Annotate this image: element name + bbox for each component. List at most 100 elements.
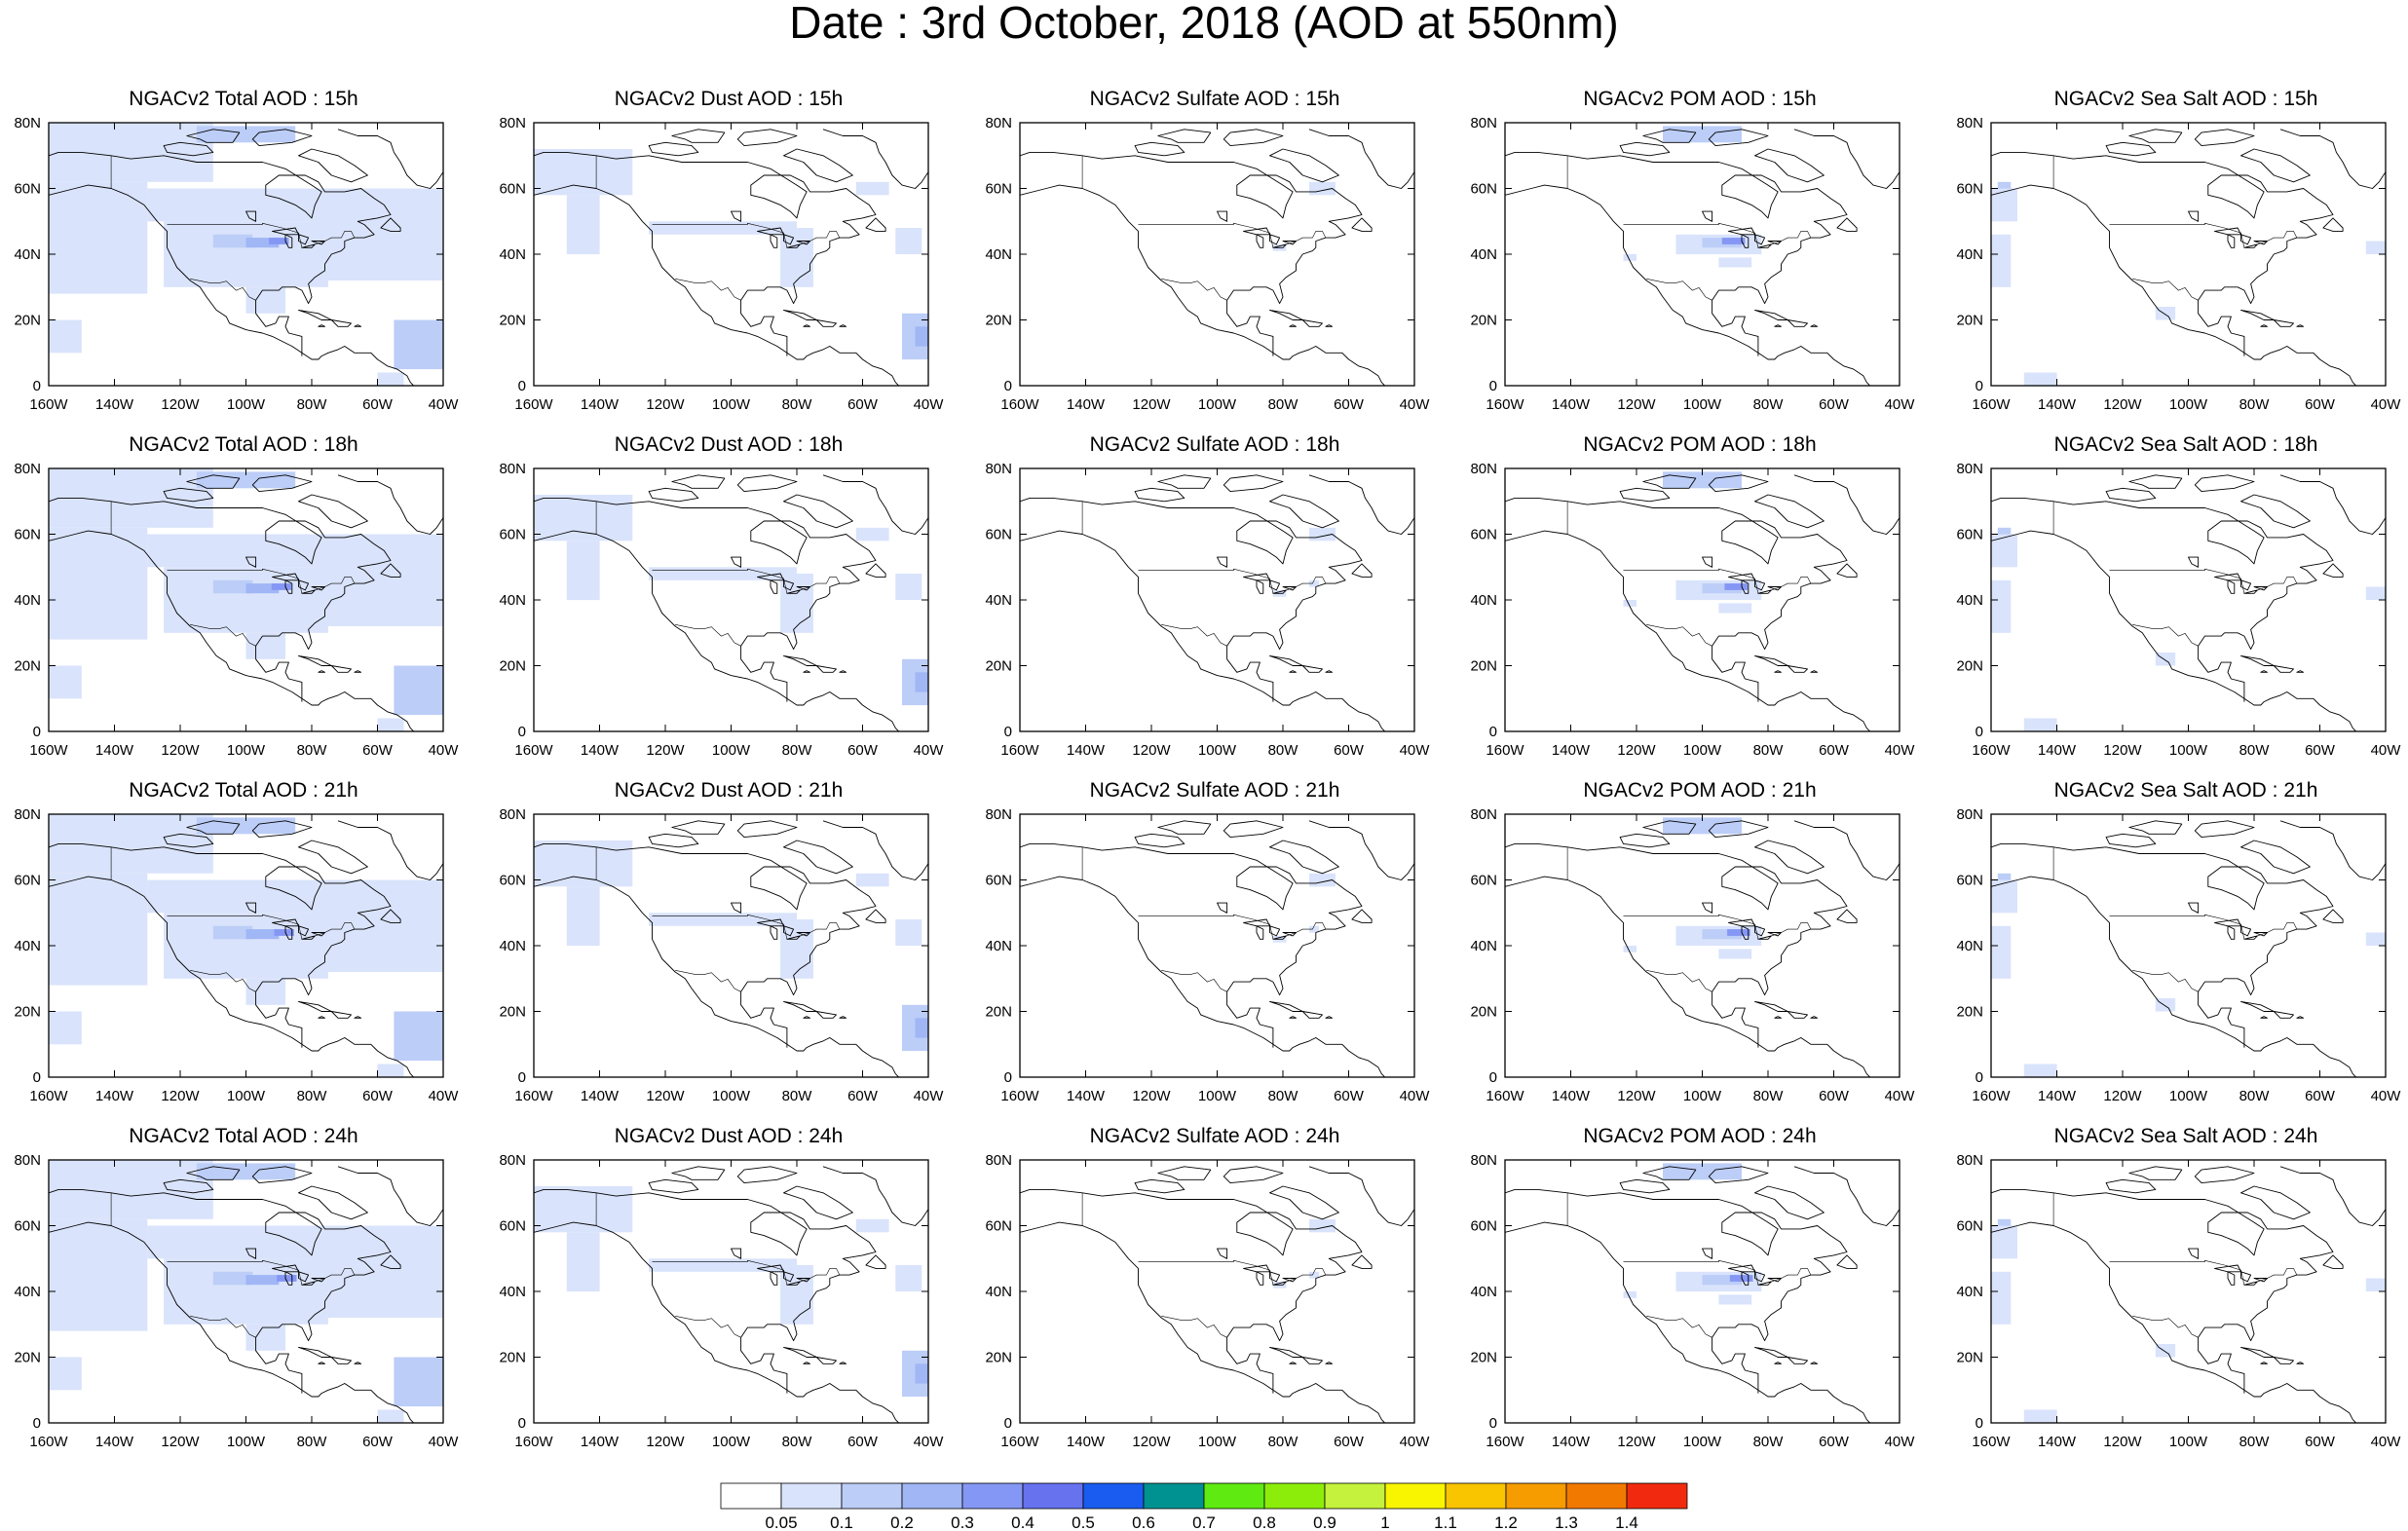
aod-region-maine (1309, 925, 1320, 933)
lake-outline (1767, 1278, 1782, 1283)
aod-region-equatorial-pacific (2023, 372, 2057, 386)
y-tick-label: 40N (1956, 246, 1983, 263)
y-tick-label: 0 (33, 378, 41, 394)
x-tick-label: 100W (1198, 396, 1237, 413)
aod-region-gulf-of-alaska (1991, 534, 2017, 568)
us-canada-border (1623, 222, 1812, 248)
island-outline (1642, 1166, 1697, 1180)
x-axis: 160W 140W 120W 100W 80W 60W 40W (1486, 1160, 1915, 1450)
island-outline (251, 1166, 313, 1184)
us-mexico-border (1646, 624, 1712, 647)
island-outline (1301, 1357, 1323, 1364)
x-tick-label: 60W (1334, 1434, 1365, 1450)
y-tick-label: 60N (14, 1218, 41, 1235)
aod-region-central-pacific (49, 319, 82, 354)
island-outline (865, 1254, 886, 1269)
aod-region-plains (212, 579, 253, 594)
x-tick-label: 100W (2169, 1088, 2208, 1104)
island-outline (1134, 487, 1185, 503)
lake-outline (1217, 210, 1228, 222)
aod-map: 160W 140W 120W 100W 80W 60W 40W 0 20N 40N 60N 80N (985, 461, 1430, 759)
island-outline (2194, 129, 2255, 147)
x-tick-label: 40W (2371, 396, 2402, 413)
y-axis: 0 20N 40N 60N 80N (985, 1152, 1414, 1432)
map-panel: NGACv2 Sea Salt AOD : 18h 160W 140W 120W 100… (1942, 433, 2408, 794)
lake-outline (1767, 586, 1782, 591)
y-tick-label: 60N (1956, 181, 1983, 198)
y-tick-label: 20N (1956, 313, 1983, 329)
x-tick-label: 120W (161, 1434, 200, 1450)
lake-outline (796, 586, 810, 591)
x-tick-label: 40W (429, 396, 460, 413)
country-borders (110, 155, 356, 301)
lake-outline (731, 556, 742, 568)
y-tick-label: 20N (499, 658, 526, 675)
x-tick-label: 100W (2169, 742, 2208, 759)
aod-region-midwest (245, 1275, 280, 1286)
coastline-greenland (337, 820, 443, 880)
lake-outline (2188, 1248, 2200, 1259)
island-outline (1157, 820, 1212, 835)
map-background (1991, 123, 2386, 386)
lake-outline (2240, 1271, 2252, 1283)
aod-region-california (1623, 1291, 1637, 1298)
x-tick-label: 80W (1753, 396, 1785, 413)
aod-region-aleutian (1997, 1218, 2012, 1226)
island-outline (298, 148, 368, 183)
aod-region-north-pacific (534, 1186, 633, 1233)
y-tick-label: 0 (1489, 1415, 1497, 1432)
lake-outline (1741, 579, 1750, 594)
map-panel: NGACv2 POM AOD : 24h 160W 140W 120W 100W 80W 6… (1456, 1125, 1943, 1485)
aod-region-aleutian (1997, 873, 2012, 880)
x-tick-label: 40W (1885, 1434, 1916, 1450)
y-tick-label: 0 (1004, 1069, 1012, 1086)
y-tick-label: 80N (499, 461, 526, 477)
x-tick-label: 60W (847, 396, 879, 413)
x-tick-label: 40W (2371, 1088, 2402, 1104)
x-tick-label: 100W (2169, 1434, 2208, 1450)
colorbar-label: 1.3 (1555, 1513, 1578, 1531)
aod-region-central-pacific (49, 1011, 82, 1045)
x-tick-label: 60W (1334, 742, 1365, 759)
x-tick-label: 140W (2038, 1434, 2077, 1450)
map-panel: NGACv2 Dust AOD : 21h 160W 140W 120W 100W 80W… (485, 779, 972, 1139)
island-outline (1157, 129, 1212, 143)
y-tick-label: 80N (499, 115, 526, 131)
x-axis: 160W 140W 120W 100W 80W 60W 40W (514, 814, 944, 1104)
coastline-atlantic (1505, 497, 1848, 702)
aod-region-california (1623, 946, 1637, 952)
lake-outline (1754, 925, 1766, 937)
coastlines (49, 474, 443, 731)
coastline-pacific (534, 530, 899, 731)
x-tick-label: 140W (581, 396, 620, 413)
y-tick-label: 60N (1956, 1218, 1983, 1235)
y-tick-label: 60N (1956, 873, 1983, 889)
island-outline (865, 217, 886, 232)
island-outline (318, 1016, 325, 1019)
y-axis: 0 20N 40N 60N 80N (14, 806, 443, 1086)
x-tick-label: 160W (1972, 1434, 2011, 1450)
island-outline (318, 1362, 325, 1364)
y-tick-label: 20N (14, 1004, 41, 1021)
map-panel-title: NGACv2 Sulfate AOD : 18h (1089, 433, 1340, 456)
x-tick-label: 100W (1683, 396, 1722, 413)
country-borders (2052, 155, 2298, 301)
island-outline (783, 1000, 817, 1012)
island-outline (648, 833, 699, 848)
x-tick-label: 40W (914, 1434, 945, 1450)
island-outline (1619, 1178, 1671, 1194)
y-tick-label: 60N (1470, 527, 1497, 543)
x-tick-label: 80W (782, 1434, 813, 1450)
aod-region-great-lakes-peak (274, 929, 294, 936)
us-mexico-border (1646, 970, 1712, 992)
x-axis: 160W 140W 120W 100W 80W 60W 40W (29, 123, 459, 413)
us-canada-border (652, 914, 841, 940)
us-mexico-border (2132, 970, 2199, 992)
island-outline (186, 1166, 241, 1180)
coastline-greenland (2279, 1166, 2386, 1226)
us-mexico-border (190, 1316, 256, 1338)
y-tick-label: 40N (14, 246, 41, 263)
island-outline (2273, 319, 2294, 327)
coastlines (1505, 474, 1900, 731)
x-tick-label: 140W (1552, 1434, 1591, 1450)
